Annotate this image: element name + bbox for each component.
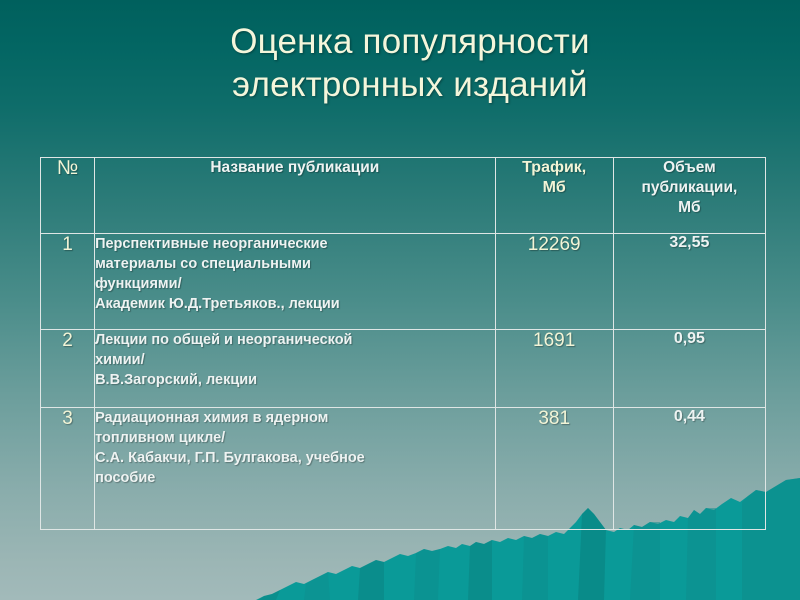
row-volume-value: 0,95 [612,329,767,408]
row-number: 1 [39,233,96,330]
row-traffic-value: 12269 [494,233,614,330]
publication-name-line: химии/ [95,352,145,368]
row-traffic-value: 1691 [494,329,614,408]
row-publication-name: Лекции по общей и неорганической химии/ … [94,329,496,408]
publication-name-line: Лекции по общей и неорганической [95,332,353,348]
publication-author-line: пособие [95,470,156,486]
table-row: 2 Лекции по общей и неорганической химии… [39,329,767,408]
column-header-volume-line-3: Мб [678,199,701,216]
column-header-traffic-line-1: Трафик, [522,159,587,176]
table-row: 3 Радиационная химия в ядерном топливном… [39,407,767,530]
column-header-number: № [39,157,96,234]
publications-table: № Название публикации Трафик, Мб Объем п… [39,157,767,530]
column-header-publication-name: Название публикации [94,157,496,234]
publication-name-line: топливном цикле/ [95,430,226,446]
publication-author-line: С.А. Кабакчи, Г.П. Булгакова, учебное [95,450,365,466]
row-volume-value: 32,55 [612,233,767,330]
publication-name-line: материалы со специальными [95,256,311,272]
table-header-row: № Название публикации Трафик, Мб Объем п… [39,157,767,234]
row-number: 3 [39,407,96,530]
publication-name-line: функциями/ [95,276,182,292]
publications-table-wrap: № Название публикации Трафик, Мб Объем п… [39,157,767,530]
column-header-traffic: Трафик, Мб [494,157,614,234]
publication-author-line: Академик Ю.Д.Третьяков., лекции [95,296,340,312]
column-header-traffic-line-2: Мб [542,179,566,196]
slide-title-line-1: Оценка популярности [230,22,590,61]
slide-title-line-2: электронных изданий [232,65,588,104]
publication-author-line: В.В.Загорский, лекции [95,372,258,388]
column-header-volume-line-2: публикации, [641,179,738,196]
row-number: 2 [39,329,96,408]
slide-title: Оценка популярности электронных изданий [150,20,670,106]
row-traffic-value: 381 [494,407,614,530]
row-publication-name: Радиационная химия в ядерном топливном ц… [94,407,496,530]
table-row: 1 Перспективные неорганические материалы… [39,233,767,330]
row-publication-name: Перспективные неорганические материалы с… [94,233,496,330]
column-header-volume: Объем публикации, Мб [612,157,767,234]
row-volume-value: 0,44 [612,407,767,530]
column-header-volume-line-1: Объем [663,159,716,176]
publication-name-line: Перспективные неорганические [95,236,328,252]
publication-name-line: Радиационная химия в ядерном [95,410,329,426]
